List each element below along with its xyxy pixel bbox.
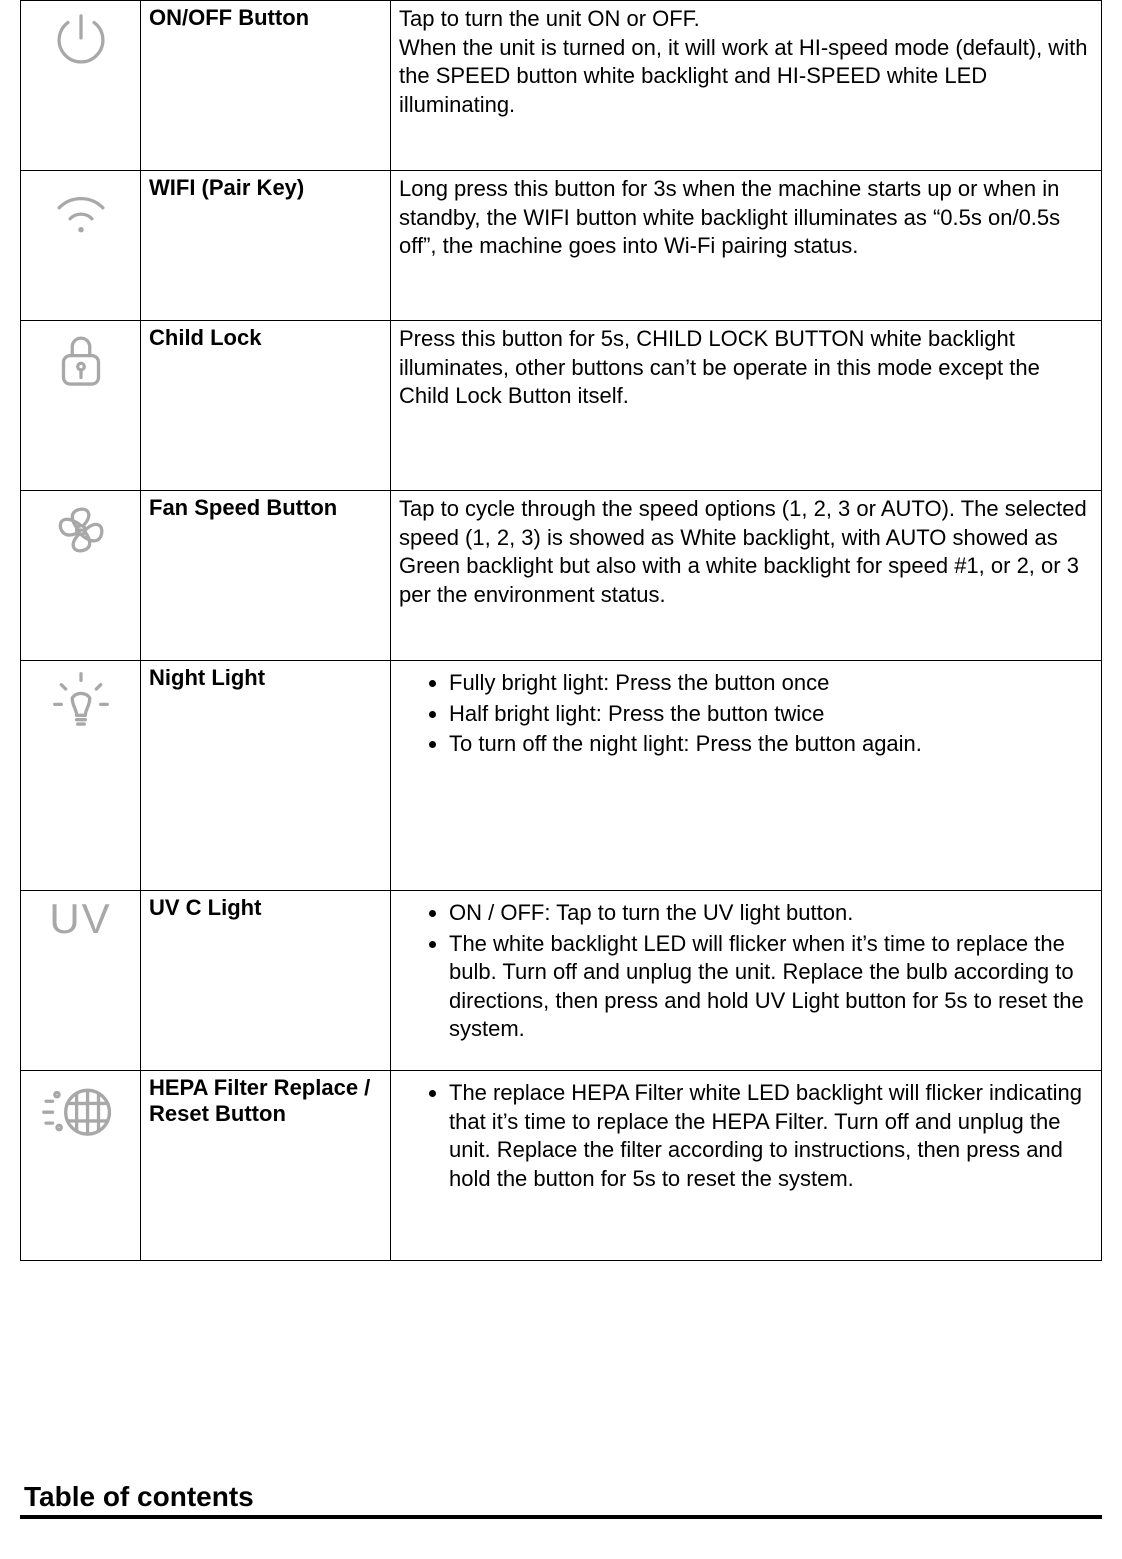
feature-name: UV C Light — [141, 891, 391, 1071]
feature-description: Fully bright light: Press the button onc… — [391, 661, 1102, 891]
table-row: WIFI (Pair Key) Long press this button f… — [21, 171, 1102, 321]
uvc-list: ON / OFF: Tap to turn the UV light butto… — [399, 899, 1093, 1044]
icon-cell — [21, 661, 141, 891]
feature-description: The replace HEPA Filter white LED backli… — [391, 1071, 1102, 1261]
list-item: To turn off the night light: Press the b… — [449, 730, 1093, 759]
feature-name: ON/OFF Button — [141, 1, 391, 171]
feature-description: ON / OFF: Tap to turn the UV light butto… — [391, 891, 1102, 1071]
list-item: ON / OFF: Tap to turn the UV light butto… — [449, 899, 1093, 928]
bulb-icon — [46, 665, 116, 735]
fan-icon — [46, 495, 116, 565]
list-item: Fully bright light: Press the button onc… — [449, 669, 1093, 698]
feature-description: Press this button for 5s, CHILD LOCK BUT… — [391, 321, 1102, 491]
feature-name: Night Light — [141, 661, 391, 891]
icon-cell — [21, 491, 141, 661]
button-reference-table: ON/OFF Button Tap to turn the unit ON or… — [20, 0, 1102, 1261]
feature-description: Tap to cycle through the speed options (… — [391, 491, 1102, 661]
night-light-list: Fully bright light: Press the button onc… — [399, 669, 1093, 759]
feature-name: WIFI (Pair Key) — [141, 171, 391, 321]
icon-cell — [21, 1, 141, 171]
list-item: The white backlight LED will flicker whe… — [449, 930, 1093, 1044]
table-row: Child Lock Press this button for 5s, CHI… — [21, 321, 1102, 491]
list-item: The replace HEPA Filter white LED backli… — [449, 1079, 1093, 1193]
table-row: UV UV C Light ON / OFF: Tap to turn the … — [21, 891, 1102, 1071]
table-row: HEPA Filter Replace / Reset Button The r… — [21, 1071, 1102, 1261]
icon-cell — [21, 171, 141, 321]
feature-name: Fan Speed Button — [141, 491, 391, 661]
icon-cell — [21, 1071, 141, 1261]
feature-name: Child Lock — [141, 321, 391, 491]
table-of-contents-heading: Table of contents — [20, 1481, 1102, 1519]
table-row: Fan Speed Button Tap to cycle through th… — [21, 491, 1102, 661]
feature-description: Long press this button for 3s when the m… — [391, 171, 1102, 321]
power-icon — [46, 5, 116, 75]
table-row: Night Light Fully bright light: Press th… — [21, 661, 1102, 891]
feature-description: Tap to turn the unit ON or OFF.When the … — [391, 1, 1102, 171]
lock-icon — [46, 325, 116, 395]
hepa-list: The replace HEPA Filter white LED backli… — [399, 1079, 1093, 1193]
filter-icon — [36, 1075, 126, 1145]
icon-cell — [21, 321, 141, 491]
feature-name: HEPA Filter Replace / Reset Button — [141, 1071, 391, 1261]
list-item: Half bright light: Press the button twic… — [449, 700, 1093, 729]
table-row: ON/OFF Button Tap to turn the unit ON or… — [21, 1, 1102, 171]
uv-icon: UV — [49, 895, 111, 942]
wifi-icon — [46, 175, 116, 245]
icon-cell: UV — [21, 891, 141, 1071]
